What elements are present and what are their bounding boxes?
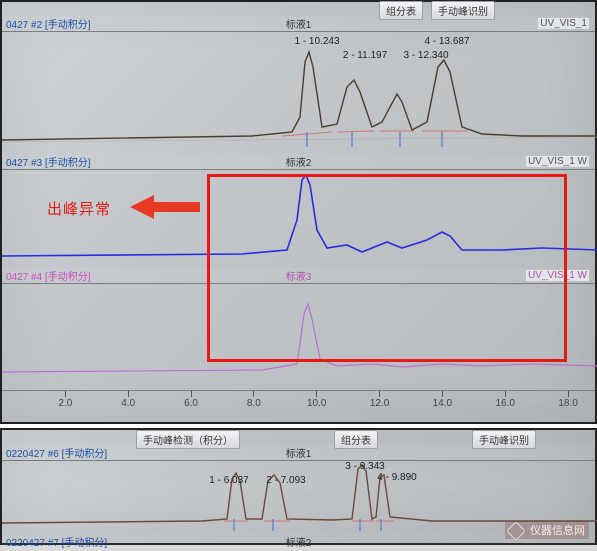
panel3-title: 标液3 bbox=[286, 268, 312, 283]
bpanel1-peak-label: 3 - 9.343 bbox=[345, 461, 384, 472]
panel3-svg bbox=[2, 284, 597, 384]
bpanel2-id: 0220427 #7 [手动积分] bbox=[6, 534, 107, 549]
panel2-plot bbox=[2, 170, 595, 268]
axis-tick: 14.0 bbox=[442, 391, 443, 397]
panel2-detector: UV_VIS_1 W bbox=[526, 156, 589, 167]
watermark-text: 仪器信息网 bbox=[530, 525, 585, 537]
annotation-text: 出峰异常 bbox=[47, 198, 111, 219]
bpanel1-peak-label: 4 - 9.890 bbox=[377, 472, 416, 483]
panel1-id: 0427 #2 [手动积分] bbox=[6, 16, 90, 31]
top-screenshot: 组分表 手动峰识别 0427 #2 [手动积分] 标液1 UV_VIS_1 04… bbox=[0, 0, 597, 424]
bpanel1-peak-label: 2 - 7.093 bbox=[266, 475, 305, 486]
bpanel2-title: 标液2 bbox=[286, 534, 312, 549]
axis-tick: 16.0 bbox=[505, 391, 506, 397]
panel1-title: 标液1 bbox=[286, 16, 312, 31]
axis-tick: 8.0 bbox=[253, 391, 254, 397]
panel1-peak-label: 2 - 11.197 bbox=[343, 50, 387, 61]
panel1-peak-label: 3 - 12.340 bbox=[403, 50, 448, 61]
panel2-svg bbox=[2, 170, 597, 268]
panel1-header: 0427 #2 [手动积分] 标液1 UV_VIS_1 bbox=[2, 16, 595, 32]
panel3-detector: UV_VIS_1 W bbox=[526, 270, 589, 281]
panel2-id: 0427 #3 [手动积分] bbox=[6, 154, 90, 169]
panel3-header: 0427 #4 [手动积分] 标液3 UV_VIS_1 W bbox=[2, 268, 595, 284]
panel2-title: 标液2 bbox=[286, 154, 312, 169]
axis-tick: 2.0 bbox=[65, 391, 66, 397]
panel1-peak-label: 1 - 10.243 bbox=[294, 36, 339, 47]
axis-tick: 10.0 bbox=[316, 391, 317, 397]
axis-tick: 6.0 bbox=[191, 391, 192, 397]
bpanel1-title: 标液1 bbox=[286, 445, 312, 460]
x-axis-ruler-top: 2.0 4.0 6.0 8.0 10.0 12.0 14.0 16.0 18.0 bbox=[2, 390, 595, 416]
watermark-logo-icon bbox=[506, 521, 526, 541]
panel3-id: 0427 #4 [手动积分] bbox=[6, 268, 90, 283]
panel2-header: 0427 #3 [手动积分] 标液2 UV_VIS_1 W bbox=[2, 154, 595, 170]
panel1-svg bbox=[2, 32, 597, 154]
watermark: 仪器信息网 bbox=[505, 521, 589, 539]
bottom-screenshot: 手动峰检测（积分） 组分表 手动峰识别 0220427 #6 [手动积分] 标液… bbox=[0, 428, 597, 545]
annotation-arrow bbox=[130, 192, 200, 222]
panel3-plot bbox=[2, 284, 595, 384]
bpanel1-header: 0220427 #6 [手动积分] 标液1 bbox=[2, 445, 595, 461]
axis-tick: 12.0 bbox=[379, 391, 380, 397]
axis-tick: 4.0 bbox=[128, 391, 129, 397]
panel1-detector: UV_VIS_1 bbox=[538, 18, 589, 29]
panel1-plot bbox=[2, 32, 595, 154]
bpanel1-id: 0220427 #6 [手动积分] bbox=[6, 445, 107, 460]
panel1-peak-label: 4 - 13.687 bbox=[424, 36, 469, 47]
bpanel1-peak-label: 1 - 6.037 bbox=[209, 475, 248, 486]
axis-tick: 18.0 bbox=[568, 391, 569, 397]
